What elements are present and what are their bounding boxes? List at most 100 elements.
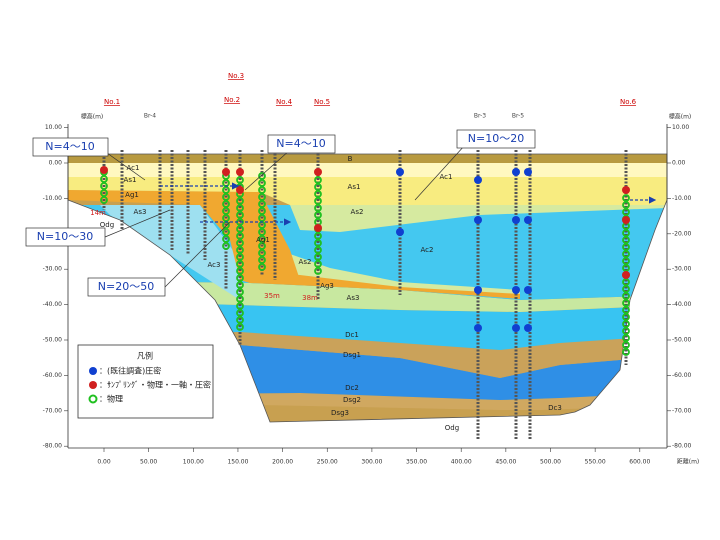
consolidation-dot <box>524 324 532 332</box>
boreholes: No.1 No.2 No.3 No.4 No.5 No.6 Br-4 Br-3 Br-5 <box>100 72 637 440</box>
layer-label: As1 <box>348 183 361 191</box>
callout-box <box>25 227 106 247</box>
sampling-dot <box>100 166 108 174</box>
consolidation-dot <box>524 286 532 294</box>
layer-label: Ac3 <box>208 261 221 269</box>
consolidation-dot <box>396 168 404 176</box>
legend-item: ：(既往調査)圧密 <box>99 366 161 376</box>
y-tick-label-left: -30.00 <box>43 266 63 273</box>
x-tick-label: 300.00 <box>361 459 382 466</box>
test-ring <box>622 306 630 314</box>
test-ring <box>236 316 244 324</box>
test-ring <box>222 242 230 250</box>
test-ring <box>236 295 244 303</box>
consolidation-dot <box>512 216 520 224</box>
y-tick-label-right: -80.00 <box>672 443 692 450</box>
layer-label: B <box>348 155 353 163</box>
borehole-name: No.6 <box>620 98 637 106</box>
x-tick-label: 50.00 <box>140 459 157 466</box>
test-ring <box>622 229 630 237</box>
y-tick-label-right: -70.00 <box>672 407 692 414</box>
test-ring <box>236 197 244 205</box>
test-ring <box>100 196 108 204</box>
test-ring <box>236 288 244 296</box>
test-ring <box>622 313 630 321</box>
consolidation-dot <box>396 228 404 236</box>
test-ring <box>258 179 266 187</box>
left-axis-title: 標高(m) <box>81 113 104 121</box>
layer-label: Ac1 <box>440 173 453 181</box>
layer-label: Ag1 <box>256 236 270 244</box>
legend-blue-dot <box>89 367 97 375</box>
y-tick-label-right: -30.00 <box>672 266 692 273</box>
test-ring <box>236 176 244 184</box>
test-ring <box>314 183 322 191</box>
layer-label: Dc3 <box>548 404 562 412</box>
legend-item: ：ｻﾝﾌﾟﾘﾝｸﾞ・物理・一軸・圧密 <box>99 380 211 390</box>
test-ring <box>236 323 244 331</box>
layer-label: Ag3 <box>320 282 334 290</box>
x-tick-label: 250.00 <box>317 459 338 466</box>
leader <box>164 221 231 288</box>
consolidation-dot <box>524 168 532 176</box>
y-tick-label-left: -50.00 <box>43 337 63 344</box>
sampling-dot <box>236 186 244 194</box>
test-ring <box>236 211 244 219</box>
layer-label: Ac2 <box>421 246 434 254</box>
callouts <box>25 129 536 297</box>
leader <box>244 149 291 191</box>
test-ring <box>622 243 630 251</box>
test-ring <box>258 242 266 250</box>
test-ring <box>258 186 266 194</box>
layer-label: Dsg1 <box>343 351 361 359</box>
test-ring <box>258 200 266 208</box>
test-ring <box>258 263 266 271</box>
depth-note: 38m <box>302 294 318 302</box>
layer-label: Odg <box>100 221 114 229</box>
layer-ac1 <box>68 163 667 177</box>
test-ring <box>236 281 244 289</box>
test-ring <box>314 253 322 261</box>
callout-box <box>32 137 109 157</box>
layer-label: Ag1 <box>125 191 139 199</box>
layer-label: Ac1 <box>127 164 140 172</box>
y-tick-label-right: -20.00 <box>672 230 692 237</box>
y-tick-label-right: -50.00 <box>672 337 692 344</box>
test-ring <box>622 257 630 265</box>
test-ring <box>258 235 266 243</box>
test-ring <box>622 285 630 293</box>
layer-label: Dc2 <box>345 384 359 392</box>
test-ring <box>258 214 266 222</box>
sampling-dot <box>622 186 630 194</box>
test-ring <box>100 182 108 190</box>
depth-note: 14m <box>90 209 106 217</box>
callout-text: N=10～30 <box>37 230 93 243</box>
x-tick-label: 550.00 <box>585 459 606 466</box>
y-tick-label-left: 0.00 <box>49 160 63 167</box>
test-ring <box>314 232 322 240</box>
test-ring <box>222 207 230 215</box>
consolidation-dot <box>474 216 482 224</box>
section-outline <box>67 153 668 423</box>
test-ring <box>622 208 630 216</box>
y-tick-label-right: 10.00 <box>672 124 689 131</box>
callout-box <box>267 134 336 154</box>
y-tick-label-left: -80.00 <box>43 443 63 450</box>
x-tick-label: 500.00 <box>540 459 561 466</box>
consolidation-dot <box>474 286 482 294</box>
sampling-dot <box>236 168 244 176</box>
test-ring <box>314 267 322 275</box>
layer-label: As3 <box>347 294 360 302</box>
test-ring <box>314 260 322 268</box>
sampling-dot <box>314 168 322 176</box>
test-ring <box>622 348 630 356</box>
borehole-name: No.3 <box>228 72 244 80</box>
sampling-dot <box>622 216 630 224</box>
test-ring <box>314 204 322 212</box>
legend: 凡例 ：(既往調査)圧密 ：ｻﾝﾌﾟﾘﾝｸﾞ・物理・一軸・圧密 ：物理 <box>77 344 214 419</box>
leader <box>414 144 466 201</box>
x-axis-title: 距離(m) <box>677 458 700 466</box>
callout-box <box>456 129 536 149</box>
callout-text: N=20～50 <box>98 280 154 293</box>
